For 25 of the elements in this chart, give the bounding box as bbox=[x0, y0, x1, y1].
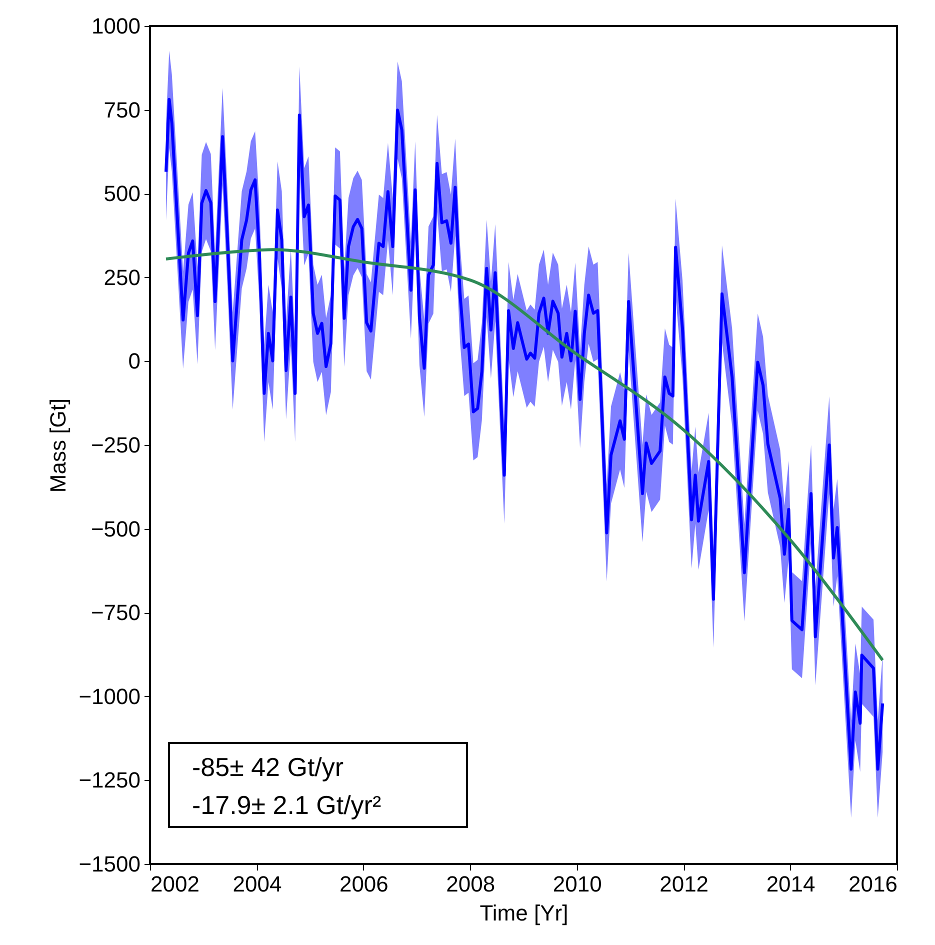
y-tick-label: −500 bbox=[90, 516, 140, 542]
y-tick-label: 500 bbox=[104, 181, 140, 206]
y-tick-label: −1500 bbox=[78, 852, 140, 876]
y-tick-label: −750 bbox=[90, 600, 140, 626]
y-axis-title: Mass [Gt] bbox=[46, 398, 71, 493]
x-tick-label: 2008 bbox=[446, 872, 496, 896]
x-tick-label: 2010 bbox=[552, 872, 602, 896]
x-tick-label: 2014 bbox=[766, 872, 816, 896]
x-tick-label: 2016 bbox=[848, 872, 898, 896]
x-tick-label: 2002 bbox=[150, 872, 200, 896]
annotation: -85± 42 Gt/yr bbox=[192, 751, 345, 784]
text-box: -85± 42 Gt/yr -17.9± 2.1 Gt/yr² bbox=[168, 742, 468, 828]
x-tick-label: 2012 bbox=[660, 872, 709, 896]
annotation: -17.9± 2.1 Gt/yr² bbox=[192, 789, 382, 822]
y-tick-label: 750 bbox=[104, 97, 140, 122]
y-tick-label: 250 bbox=[104, 264, 140, 290]
x-axis-title: Time [Yr] bbox=[480, 900, 568, 926]
x-tick-label: 2004 bbox=[232, 872, 282, 896]
line-series bbox=[164, 248, 884, 662]
y-tick-label: 1000 bbox=[92, 14, 140, 38]
y-tick-label: −1250 bbox=[78, 768, 140, 793]
y-tick-label: 0 bbox=[128, 348, 140, 374]
y-tick-label: −1000 bbox=[78, 684, 140, 709]
y-tick-label: −250 bbox=[90, 432, 140, 458]
x-tick-label: 2006 bbox=[339, 872, 388, 896]
